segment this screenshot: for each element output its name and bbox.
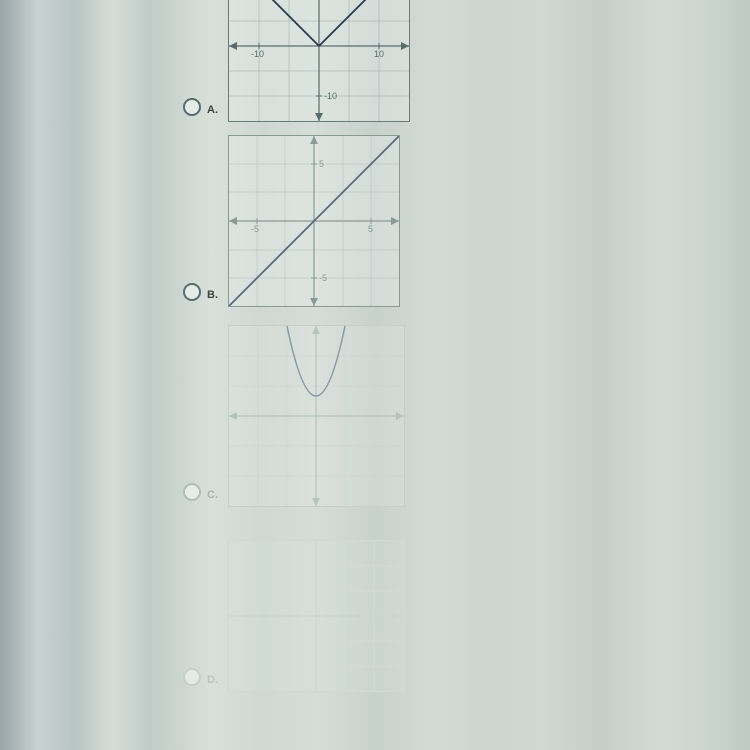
tick-a-x-pos: 10 [374,49,384,59]
radio-c[interactable] [183,483,201,501]
tick-b-y-neg: -5 [319,273,327,283]
label-c: C. [207,489,218,501]
option-d: D. [183,540,405,692]
label-d: D. [207,674,218,686]
graph-c [228,325,405,507]
option-c: C. [183,325,405,507]
tick-b-x-pos: 5 [368,224,373,234]
option-a: A. [183,0,410,122]
graph-b: -5 5 5 -5 [228,135,400,307]
tick-a-x-neg: -10 [251,49,264,59]
option-b: B. -5 5 [183,135,400,307]
label-a: A. [207,104,218,116]
radio-b[interactable] [183,283,201,301]
tick-a-y-neg: -10 [324,91,337,101]
tick-b-x-neg: -5 [251,224,259,234]
graph-d [228,540,405,692]
radio-a[interactable] [183,98,201,116]
tick-b-y-pos: 5 [319,159,324,169]
label-b: B. [207,289,218,301]
radio-d[interactable] [183,668,201,686]
graph-a: -10 10 10 -10 [228,0,410,122]
